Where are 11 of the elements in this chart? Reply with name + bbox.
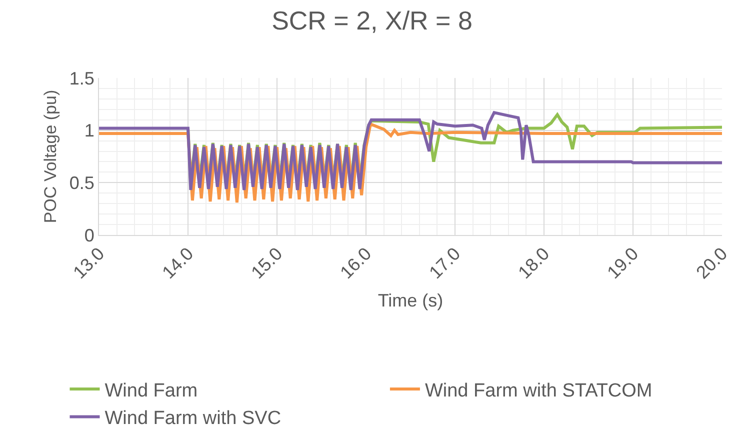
x-axis-title: Time (s) (378, 290, 444, 311)
y-tick-label: 0.5 (69, 172, 94, 193)
legend-label: Wind Farm (104, 380, 198, 402)
y-tick-label: 0 (84, 225, 94, 246)
legend-label: Wind Farm with SVC (104, 408, 282, 430)
legend-label: Wind Farm with STATCOM (424, 380, 652, 402)
y-axis-title: POC Voltage (pu) (40, 90, 60, 224)
y-tick-label: 1.5 (69, 68, 94, 88)
chart-title: SCR = 2, X/R = 8 (272, 5, 472, 36)
y-tick-label: 1 (84, 120, 94, 141)
line-series (99, 111, 722, 192)
